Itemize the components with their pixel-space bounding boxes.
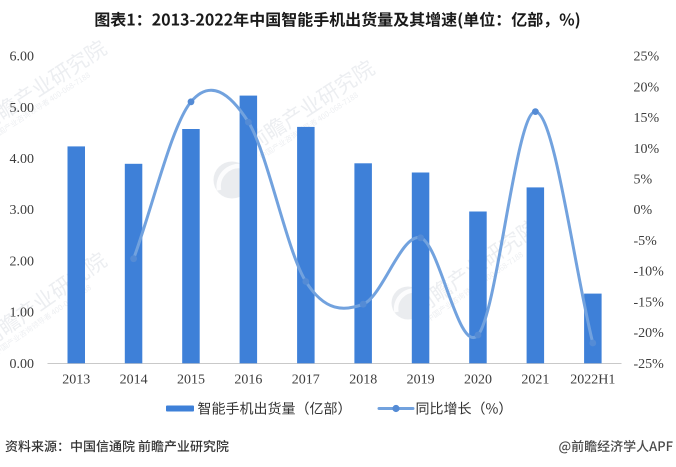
svg-text:3.00: 3.00 <box>10 203 35 218</box>
svg-text:4.00: 4.00 <box>10 152 35 167</box>
svg-text:6.00: 6.00 <box>10 50 35 65</box>
svg-text:2015: 2015 <box>177 373 205 388</box>
svg-text:5%: 5% <box>634 173 653 188</box>
svg-text:10%: 10% <box>634 142 660 157</box>
svg-text:-15%: -15% <box>634 295 665 310</box>
svg-text:2018: 2018 <box>349 373 377 388</box>
svg-text:2014: 2014 <box>120 373 148 388</box>
svg-text:2017: 2017 <box>292 373 320 388</box>
svg-text:2020: 2020 <box>464 373 492 388</box>
svg-text:5.00: 5.00 <box>10 101 35 116</box>
svg-text:2021: 2021 <box>521 373 549 388</box>
svg-text:-10%: -10% <box>634 265 665 280</box>
svg-text:20%: 20% <box>634 80 660 95</box>
svg-text:2022H1: 2022H1 <box>570 373 615 388</box>
svg-text:2019: 2019 <box>407 373 435 388</box>
svg-text:0%: 0% <box>634 203 653 218</box>
svg-text:2.00: 2.00 <box>10 254 35 269</box>
svg-text:2013: 2013 <box>62 373 90 388</box>
svg-text:2016: 2016 <box>234 373 262 388</box>
svg-text:25%: 25% <box>634 50 660 65</box>
svg-text:-20%: -20% <box>634 326 665 341</box>
svg-text:-25%: -25% <box>634 357 665 372</box>
svg-text:-5%: -5% <box>634 234 658 249</box>
svg-text:1.00: 1.00 <box>10 306 35 321</box>
svg-text:15%: 15% <box>634 111 660 126</box>
svg-text:0.00: 0.00 <box>10 357 35 372</box>
